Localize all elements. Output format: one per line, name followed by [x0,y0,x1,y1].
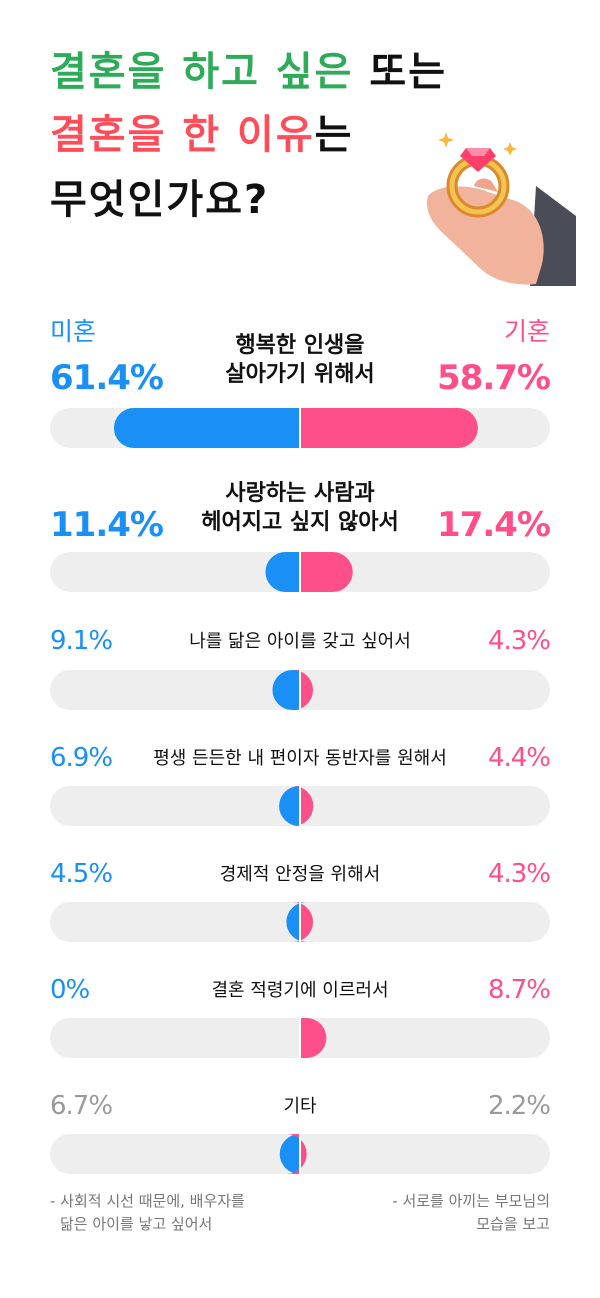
category-label: 평생 든든한 내 편이자 동반자를 원해서 [150,747,450,770]
married-bar [293,670,314,710]
unmarried-value-label: 4.5% [50,859,113,889]
note-left-line-1: - 사회적 시선 때문에, 배우자를 [50,1192,245,1210]
bar-svg [265,552,353,592]
married-bar [300,552,353,592]
title-line-2-text: 결혼을 한 이유 [50,112,315,158]
note-left: - 사회적 시선 때문에, 배우자를 닮은 아이를 낳고 싶어서 [50,1190,245,1235]
note-right-line-2: 모습을 보고 [476,1214,550,1233]
category-label-line: 나를 닮은 아이를 갖고 싶어서 [189,631,411,652]
note-right-line-1: - 서로를 아끼는 부모님의 [392,1192,550,1210]
bar-track [50,552,550,592]
category-label-line: 사랑하는 사람과 [225,481,375,506]
unmarried-value-label: 0% [50,975,90,1005]
title-line-1-text: 결혼을 하고 싶은 [50,49,354,95]
group-label-married: 기혼 [503,317,550,346]
category-label: 기타 [150,1095,450,1118]
category-label-line: 평생 든든한 내 편이자 동반자를 원해서 [153,748,447,769]
unmarried-value-label: 6.9% [50,743,113,773]
unmarried-value-label: 6.7% [50,1091,113,1121]
bar-svg [299,1018,327,1058]
title-line-2-suffix: 는 [314,112,354,158]
bar-track [50,902,550,942]
bar-svg [279,786,314,826]
bar-svg [279,1134,307,1174]
title-line-1: 결혼을 하고 싶은 또는 [50,52,447,92]
married-bar [300,1018,327,1058]
title-line-1-suffix: 또는 [369,49,447,95]
bar-svg [272,670,314,710]
category-label-line: 경제적 안정을 위해서 [219,864,381,885]
group-label-unmarried: 미혼 [50,317,97,346]
unmarried-bar [272,670,300,710]
married-value-label: 58.7% [437,358,551,398]
unmarried-value-label: 11.4% [50,505,164,545]
unmarried-bar [113,408,300,448]
category-label: 결혼 적령기에 이르러서 [150,979,450,1002]
unmarried-bar [279,1134,300,1174]
bar-track [50,1134,550,1174]
category-label-line: 행복한 인생을 [235,333,365,358]
married-bar [300,408,478,448]
unmarried-value-label: 9.1% [50,626,113,656]
bar-svg [113,408,478,448]
category-label-line: 기타 [283,1096,317,1117]
married-value-label: 17.4% [437,505,551,545]
bar-svg [286,902,314,942]
category-label: 경제적 안정을 위해서 [150,863,450,886]
note-left-line-2: 닮은 아이를 낳고 싶어서 [60,1214,213,1233]
bar-track [50,786,550,826]
category-label-line: 헤어지고 싶지 않아서 [201,509,399,535]
married-bar [286,1134,307,1174]
married-bar [293,786,314,826]
note-right: - 서로를 아끼는 부모님의 모습을 보고 [392,1190,550,1235]
title-line-3: 무엇인가요? [50,177,270,223]
married-value-label: 2.2% [487,1091,551,1121]
married-bar [293,902,314,942]
bar-track [50,408,550,448]
category-label-line: 결혼 적령기에 이르러서 [211,980,389,1001]
unmarried-bar [279,786,300,826]
married-value-label: 4.3% [487,626,551,656]
unmarried-bar [265,552,300,592]
unmarried-value-label: 61.4% [50,358,164,398]
category-label-line: 살아가기 위해서 [225,361,375,387]
married-value-label: 4.4% [487,743,551,773]
bar-track [50,1018,550,1058]
category-label: 나를 닮은 아이를 갖고 싶어서 [150,630,450,653]
hand-holding-ring-icon [426,132,576,286]
unmarried-bar [286,902,307,942]
married-value-label: 4.3% [487,859,551,889]
bar-track [50,670,550,710]
title-line-2: 결혼을 한 이유는 [50,115,353,155]
married-value-label: 8.7% [487,975,551,1005]
